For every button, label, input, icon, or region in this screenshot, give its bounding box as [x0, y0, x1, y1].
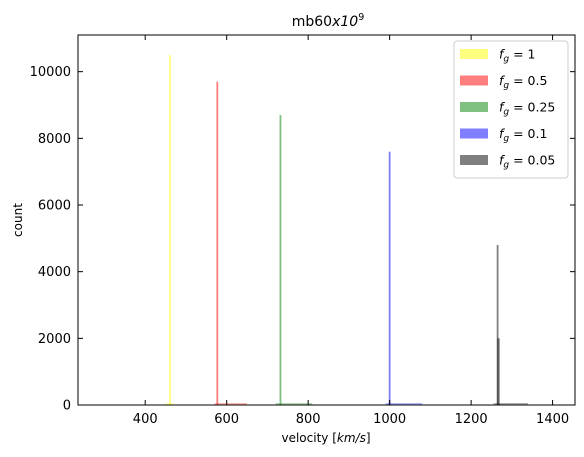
legend-label-subscript: g — [503, 55, 509, 65]
legend-label-2: fg = 0.5 — [499, 73, 547, 91]
legend-label-symbol: f — [499, 47, 505, 62]
legend-label-symbol: f — [499, 100, 505, 115]
chart-title-superscript: 9 — [358, 12, 364, 23]
y-tick-label: 0 — [63, 399, 71, 414]
legend-label-subscript: g — [503, 81, 509, 91]
series-3-peak-bar — [279, 115, 282, 405]
chart-title-text: mb60 — [292, 14, 332, 30]
series-5-secondary-bar — [497, 338, 500, 405]
y-axis-label: count — [11, 203, 25, 237]
legend-swatch-2 — [460, 75, 488, 86]
x-tick-label: 1200 — [455, 412, 488, 427]
histogram-bars — [165, 55, 529, 406]
legend-label-symbol: f — [499, 153, 505, 168]
series-3-baseline-bins — [275, 403, 313, 405]
legend-label-3: fg = 0.25 — [499, 100, 555, 118]
x-axis-label: velocity [km/s] — [281, 431, 370, 445]
x-tick-label: 600 — [214, 412, 239, 427]
legend-label-subscript: g — [503, 134, 509, 144]
legend-frame — [453, 40, 569, 179]
x-tick-label: 400 — [133, 412, 158, 427]
legend-label-subscript: g — [503, 108, 509, 118]
y-axis: 0 2000 4000 6000 8000 10000 — [30, 65, 575, 414]
legend-label-value: = 0.5 — [509, 73, 547, 88]
series-5-baseline-bins — [493, 403, 529, 405]
plot-frame — [77, 34, 576, 406]
x-axis-label-prefix: velocity [ — [281, 431, 336, 445]
x-tick-label: 1400 — [536, 412, 569, 427]
legend-swatch-3 — [460, 102, 488, 112]
series-2-peak-bar — [216, 81, 219, 406]
x-axis: 400 600 800 1000 1200 1400 — [133, 35, 569, 427]
legend-label-value: = 1 — [509, 47, 535, 62]
x-tick-label: 1000 — [373, 412, 406, 427]
y-tick-label: 4000 — [38, 265, 71, 280]
series-2-baseline-bins — [214, 403, 248, 405]
y-tick-label: 8000 — [38, 132, 71, 147]
chart-title-math: x10 — [331, 14, 358, 30]
y-tick-label: 2000 — [38, 332, 71, 347]
legend-label-value: = 0.1 — [509, 126, 547, 141]
y-tick-label: 10000 — [30, 65, 71, 80]
legend-label-subscript: g — [503, 161, 509, 171]
legend-label-4: fg = 0.1 — [499, 126, 547, 144]
chart-title: mb60x109 — [292, 12, 365, 30]
x-axis-label-unit: km/s — [337, 431, 366, 445]
legend-label-5: fg = 0.05 — [499, 153, 555, 171]
legend-label-value: = 0.05 — [509, 153, 555, 168]
x-axis-label-suffix: ] — [366, 431, 371, 445]
series-1-peak-bar — [169, 55, 171, 405]
legend-label-value: = 0.25 — [509, 100, 555, 115]
legend-label-symbol: f — [499, 73, 505, 88]
series-4-peak-bar — [388, 151, 391, 405]
y-tick-label: 6000 — [38, 199, 71, 214]
x-tick-label: 800 — [296, 412, 321, 427]
legend-swatch-5 — [460, 155, 488, 165]
legend-swatch-4 — [460, 128, 488, 139]
legend-swatch-1 — [460, 49, 488, 59]
series-4-baseline-bins — [385, 403, 423, 405]
legend-label-1: fg = 1 — [499, 47, 536, 65]
series-5-peak-bar — [496, 245, 499, 405]
legend-label-symbol: f — [499, 126, 505, 141]
